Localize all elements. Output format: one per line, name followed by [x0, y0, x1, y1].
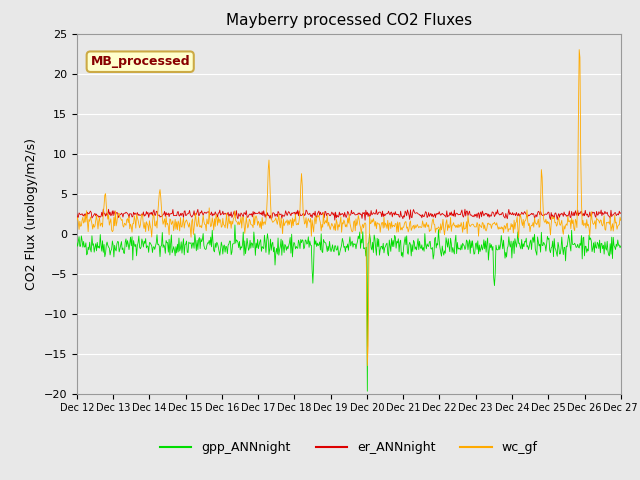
Title: Mayberry processed CO2 Fluxes: Mayberry processed CO2 Fluxes [226, 13, 472, 28]
Y-axis label: CO2 Flux (urology/m2/s): CO2 Flux (urology/m2/s) [25, 138, 38, 289]
Legend: gpp_ANNnight, er_ANNnight, wc_gf: gpp_ANNnight, er_ANNnight, wc_gf [155, 436, 543, 459]
Text: MB_processed: MB_processed [90, 55, 190, 68]
